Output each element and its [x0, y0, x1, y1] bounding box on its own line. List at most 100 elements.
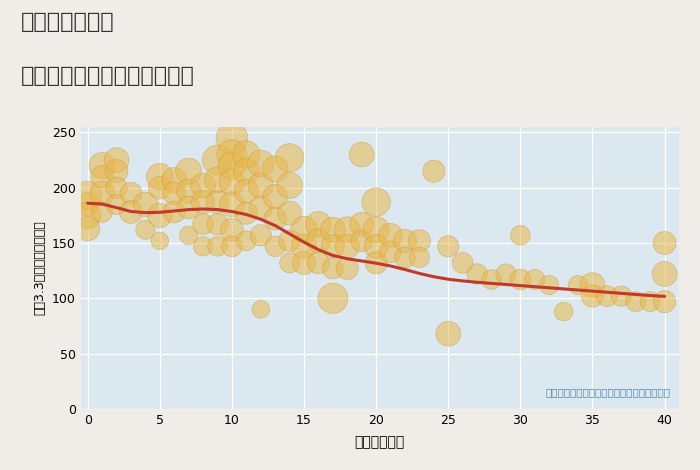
Point: [370, 226, 382, 234]
Point: [442, 243, 454, 250]
X-axis label: 築年数（年）: 築年数（年）: [355, 435, 405, 449]
Point: [400, 237, 411, 244]
Point: [514, 232, 526, 239]
Point: [270, 215, 281, 222]
Point: [298, 243, 309, 250]
Point: [256, 306, 267, 313]
Point: [328, 265, 339, 272]
Point: [587, 292, 598, 300]
Point: [313, 237, 324, 244]
Point: [241, 237, 252, 244]
Point: [414, 237, 425, 244]
Point: [328, 243, 339, 250]
Point: [370, 198, 382, 206]
Text: 円の大きさは、取引のあった物件面積を示す: 円の大きさは、取引のあった物件面積を示す: [545, 388, 670, 398]
Point: [226, 201, 237, 208]
Point: [82, 225, 93, 232]
Point: [256, 204, 267, 212]
Point: [428, 167, 440, 175]
Point: [328, 226, 339, 234]
Point: [241, 151, 252, 158]
Point: [111, 184, 122, 191]
Point: [298, 226, 309, 234]
Point: [226, 134, 237, 142]
Point: [97, 189, 108, 197]
Point: [197, 182, 209, 189]
Point: [284, 259, 295, 266]
Point: [601, 292, 612, 300]
Point: [82, 201, 93, 208]
Point: [183, 232, 195, 239]
Point: [284, 182, 295, 189]
Point: [558, 308, 569, 315]
Point: [630, 298, 641, 306]
Point: [154, 184, 165, 191]
Point: [169, 208, 180, 216]
Point: [442, 330, 454, 337]
Point: [241, 187, 252, 195]
Point: [212, 176, 223, 184]
Point: [500, 270, 512, 278]
Point: [514, 276, 526, 283]
Point: [226, 243, 237, 250]
Point: [111, 201, 122, 208]
Point: [400, 254, 411, 261]
Point: [342, 226, 353, 234]
Point: [183, 187, 195, 195]
Point: [256, 182, 267, 189]
Point: [111, 157, 122, 164]
Point: [284, 237, 295, 244]
Point: [342, 265, 353, 272]
Point: [212, 157, 223, 164]
Point: [241, 210, 252, 217]
Point: [385, 248, 396, 256]
Point: [212, 198, 223, 206]
Point: [197, 198, 209, 206]
Point: [226, 226, 237, 234]
Point: [356, 237, 368, 244]
Point: [472, 270, 483, 278]
Point: [125, 189, 136, 197]
Point: [414, 254, 425, 261]
Point: [270, 193, 281, 200]
Text: 築年数別中古マンション価格: 築年数別中古マンション価格: [21, 66, 195, 86]
Point: [284, 210, 295, 217]
Point: [82, 212, 93, 219]
Point: [197, 243, 209, 250]
Point: [212, 220, 223, 228]
Point: [183, 167, 195, 175]
Point: [370, 243, 382, 250]
Point: [659, 298, 670, 306]
Point: [313, 259, 324, 266]
Point: [140, 201, 151, 208]
Point: [298, 259, 309, 266]
Point: [197, 220, 209, 228]
Point: [529, 276, 540, 283]
Point: [241, 167, 252, 175]
Point: [226, 179, 237, 186]
Point: [82, 192, 93, 199]
Point: [169, 176, 180, 184]
Point: [212, 243, 223, 250]
Point: [573, 281, 584, 289]
Point: [226, 162, 237, 169]
Point: [328, 295, 339, 302]
Text: 東京都西国立駅: 東京都西国立駅: [21, 12, 115, 32]
Point: [183, 204, 195, 212]
Point: [356, 151, 368, 158]
Point: [97, 208, 108, 216]
Point: [154, 237, 165, 244]
Point: [256, 232, 267, 239]
Point: [342, 243, 353, 250]
Point: [226, 151, 237, 158]
Point: [111, 167, 122, 175]
Point: [284, 154, 295, 162]
Point: [587, 281, 598, 289]
Point: [486, 276, 497, 283]
Point: [154, 212, 165, 219]
Point: [97, 173, 108, 180]
Point: [154, 173, 165, 180]
Point: [616, 292, 627, 300]
Y-axis label: 坪（3.3㎡）単価（万円）: 坪（3.3㎡）単価（万円）: [33, 220, 46, 315]
Point: [544, 281, 555, 289]
